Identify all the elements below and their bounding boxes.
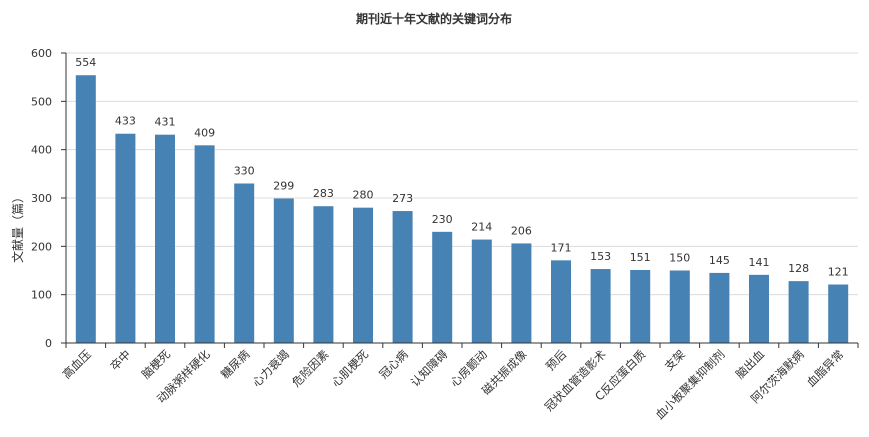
bar [788,281,809,343]
x-tick-label: 预后 [543,347,569,373]
y-tick-label: 400 [31,144,52,157]
x-tick-label: 脑出血 [733,347,768,382]
data-label: 153 [590,250,611,263]
bar [194,145,215,343]
bar [273,198,294,343]
bar [669,270,690,343]
bar [115,133,136,343]
bar [392,211,413,343]
bar [630,270,651,343]
bar [709,272,730,343]
bar [511,243,532,343]
y-tick-labels: 0 100 200 300 400 500 600 [31,47,52,350]
bar [590,269,611,343]
data-label: 330 [234,165,255,178]
x-tick-label: 支架 [662,347,688,373]
x-tick-label: 脑梗死 [139,347,174,382]
data-label: 214 [471,221,492,234]
x-tick-label: 高血压 [60,347,94,381]
y-tick-label: 100 [31,289,52,302]
data-label: 171 [551,241,572,254]
data-label: 230 [432,213,453,226]
bar [353,207,373,343]
data-label: 433 [115,115,136,128]
bar [551,260,571,343]
bar [75,75,96,343]
data-label: 121 [828,266,849,279]
data-label: 273 [392,192,413,205]
x-tick-label: 心肌梗死 [329,347,372,390]
chart-title: 期刊近十年文献的关键词分布 [356,11,512,26]
data-labels: 554 433 431 409 330 299 283 280 273 230 214 206 171 1… [75,56,848,278]
x-tick-label: 血小板聚集抑制剂 [653,347,728,422]
bar [749,274,769,343]
grid-lines [66,52,858,296]
y-tick-label: 0 [45,337,52,350]
data-label: 206 [511,224,532,237]
y-tick-label: 600 [31,47,52,60]
x-tick-label: 认知障碍 [408,347,451,390]
data-label: 151 [630,251,651,264]
bar [432,231,453,343]
bar [471,239,492,343]
data-label: 141 [749,256,770,269]
data-label: 299 [273,179,294,192]
bar [155,134,175,343]
x-tick-label: 冠心病 [376,347,411,382]
bar [234,183,255,343]
y-tick-label: 500 [31,95,52,108]
x-tick-label: 血脂异常 [804,347,846,389]
x-tick-label: 危险因素 [289,347,331,389]
x-tick-label: 卒中 [107,347,133,373]
y-axis-label: 文献量（篇） [10,191,25,263]
y-tick-label: 300 [31,192,52,205]
data-label: 554 [75,56,96,69]
data-label: 283 [313,187,334,200]
bar [313,206,334,343]
x-tick-label: 糖尿病 [218,347,253,382]
data-label: 145 [709,254,730,267]
data-label: 150 [669,252,690,265]
bar [828,284,849,343]
bars [75,75,849,343]
axes [61,52,859,348]
data-label: 128 [788,262,809,275]
data-label: 409 [194,126,215,139]
data-label: 280 [353,189,374,202]
data-label: 431 [155,116,176,129]
x-tick-label: 心力衰竭 [249,347,291,389]
y-tick-label: 200 [31,240,52,253]
